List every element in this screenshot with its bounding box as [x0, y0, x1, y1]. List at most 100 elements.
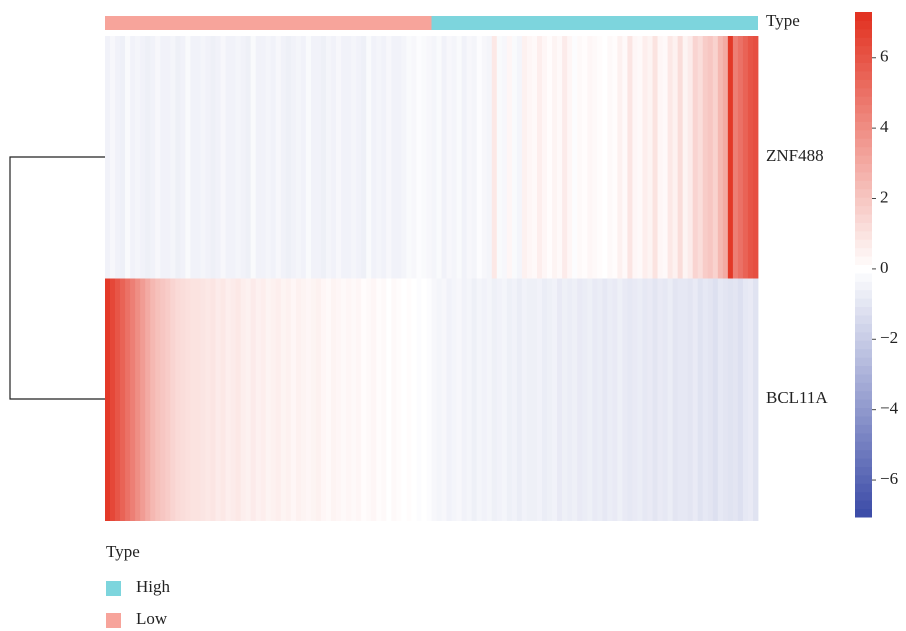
heatmap-cell: [727, 278, 734, 521]
heatmap-cell: [722, 278, 729, 521]
colorbar-step: [855, 483, 872, 493]
heatmap-cell: [180, 278, 186, 521]
heatmap-cell: [526, 36, 533, 279]
heatmap-cell: [552, 36, 558, 279]
heatmap-cell: [145, 36, 151, 279]
heatmap-cell: [210, 278, 216, 521]
heatmap-cell: [326, 36, 332, 279]
colorbar-step: [855, 239, 872, 249]
heatmap-cell: [446, 278, 452, 521]
annotation-bar: [431, 16, 758, 30]
heatmap-cell: [421, 278, 427, 521]
colorbar-step: [855, 298, 872, 308]
heatmap-cell: [662, 36, 668, 279]
colorbar-tick-label: 6: [880, 47, 889, 66]
heatmap-cell: [406, 36, 412, 279]
heatmap-cell: [486, 36, 493, 279]
heatmap-cell: [190, 36, 196, 279]
colorbar-tick-label: −4: [880, 399, 899, 418]
colorbar-step: [855, 399, 872, 409]
heatmap-cell: [155, 36, 161, 279]
heatmap-cell: [130, 278, 136, 521]
heatmap-cell: [461, 278, 468, 521]
colorbar-step: [855, 222, 872, 232]
heatmap-cell: [125, 278, 131, 521]
heatmap-cell: [235, 36, 242, 279]
heatmap-cell: [366, 36, 372, 279]
colorbar-step: [855, 163, 872, 173]
dendrogram: [9, 156, 105, 400]
heatmap-cell: [391, 36, 397, 279]
colorbar-step: [855, 62, 872, 72]
heatmap-cell: [471, 36, 478, 279]
heatmap-cell: [607, 278, 613, 521]
colorbar-tick-label: 0: [880, 258, 889, 277]
heatmap-cell: [240, 278, 247, 521]
heatmap-cell: [275, 36, 282, 279]
heatmap-cell: [230, 278, 236, 521]
heatmap-cell: [562, 278, 568, 521]
colorbar-step: [855, 155, 872, 164]
heatmap-cell: [562, 36, 568, 279]
heatmap-cell: [627, 36, 633, 279]
heatmap-cell: [521, 278, 528, 521]
colorbar-step: [855, 340, 872, 350]
heatmap-cell: [481, 278, 488, 521]
heatmap-cell: [110, 36, 116, 279]
heatmap-cell: [225, 278, 231, 521]
colorbar-step: [855, 87, 872, 97]
heatmap-cell: [657, 36, 663, 279]
heatmap-cell: [682, 278, 689, 521]
heatmap-cell: [672, 278, 679, 521]
heatmap-cell: [577, 36, 583, 279]
heatmap-cell: [295, 278, 302, 521]
colorbar-step: [855, 390, 872, 400]
heatmap-cell: [742, 278, 749, 521]
colorbar-step: [855, 264, 872, 274]
colorbar-step: [855, 432, 872, 442]
heatmap-cell: [692, 36, 699, 279]
heatmap-cell: [386, 36, 392, 279]
legend-label: High: [136, 577, 171, 596]
annotation-bar: [105, 16, 432, 30]
heatmap-cell: [436, 36, 442, 279]
colorbar-step: [855, 37, 872, 47]
heatmap-cell: [516, 278, 523, 521]
heatmap-cell: [542, 36, 548, 279]
heatmap-cell: [567, 278, 573, 521]
heatmap-cell: [572, 36, 578, 279]
heatmap-cell: [376, 36, 382, 279]
heatmap-cell: [602, 278, 608, 521]
heatmap-cell: [260, 278, 267, 521]
heatmap-cell: [446, 36, 452, 279]
colorbar-step: [855, 449, 872, 459]
heatmap-cell: [386, 278, 392, 521]
heatmap-cell: [110, 278, 116, 521]
heatmap-cell: [336, 36, 342, 279]
heatmap-cell: [411, 36, 417, 279]
heatmap-cell: [275, 278, 282, 521]
heatmap-cell: [205, 36, 211, 279]
heatmap-cell: [140, 278, 146, 521]
colorbar-step: [855, 96, 872, 106]
heatmap-cell: [717, 278, 724, 521]
heatmap-cell: [416, 278, 422, 521]
heatmap-cell: [632, 278, 638, 521]
heatmap-cell: [456, 278, 463, 521]
colorbar-step: [855, 79, 872, 89]
colorbar-step: [855, 373, 872, 383]
heatmap-cell: [652, 278, 658, 521]
heatmap-cell: [220, 278, 226, 521]
row-label: ZNF488: [766, 146, 824, 165]
heatmap-cell: [712, 36, 719, 279]
heatmap-cell: [421, 36, 427, 279]
heatmap-cell: [290, 278, 297, 521]
heatmap-cell: [295, 36, 302, 279]
heatmap-cell: [270, 278, 277, 521]
heatmap-cell: [381, 278, 387, 521]
heatmap-cell: [536, 278, 543, 521]
heatmap-cell: [747, 36, 754, 279]
colorbar-step: [855, 54, 872, 63]
heatmap-cell: [175, 278, 181, 521]
colorbar-step: [855, 416, 872, 425]
